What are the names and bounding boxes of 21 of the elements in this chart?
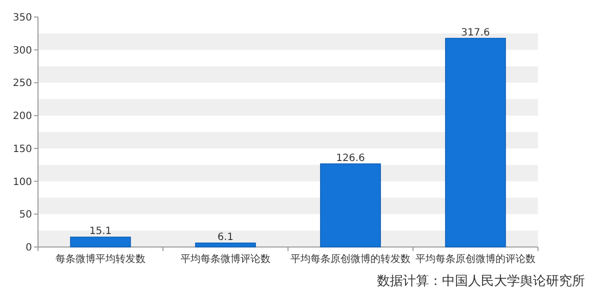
y-tick-label: 350: [12, 12, 32, 24]
bar: [445, 38, 506, 248]
bar: [320, 163, 381, 248]
data-label: 15.1: [89, 226, 112, 238]
x-tick-label: 平均每条原创微博的转发数: [290, 253, 410, 265]
y-tick-label: 300: [12, 45, 32, 56]
data-label: 126.6: [336, 152, 365, 164]
y-tick-label: 100: [12, 176, 32, 188]
y-tick-label: 50: [19, 210, 32, 221]
data-label: 6.1: [218, 232, 234, 243]
bar: [195, 242, 256, 248]
y-tick-label: 250: [12, 78, 32, 90]
bar: [70, 236, 131, 248]
y-tick-label: 200: [12, 111, 32, 122]
x-tick-label: 平均每条原创微博的评论数: [416, 253, 536, 265]
y-tick-label: 150: [12, 144, 32, 155]
data-label: 317.6: [461, 27, 490, 38]
x-tick-label: 每条微博平均转发数: [56, 253, 146, 265]
y-tick-label: 0: [26, 242, 32, 254]
text: 数据计算：中国人民大学舆论研究所: [377, 274, 585, 289]
x-tick-label: 平均每条微博评论数: [180, 253, 270, 265]
